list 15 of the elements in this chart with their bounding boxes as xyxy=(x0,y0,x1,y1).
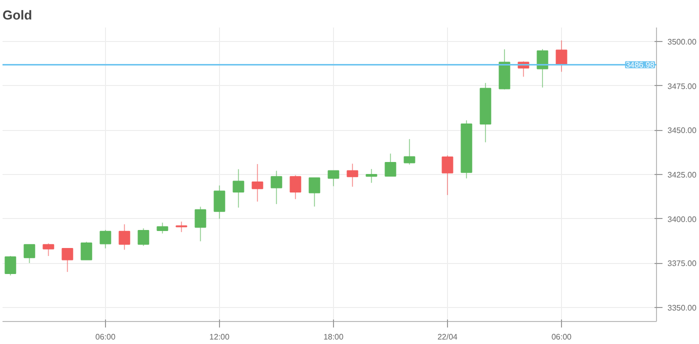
y-tick-label: 3425.00 xyxy=(668,170,697,180)
chart-title: Gold xyxy=(2,8,32,22)
x-tick-label: 06:00 xyxy=(551,332,572,342)
x-tick-label: 12:00 xyxy=(209,332,230,342)
y-tick-label: 3350.00 xyxy=(668,303,697,312)
y-tick-label: 3375.00 xyxy=(668,259,697,268)
x-tick-label: 18:00 xyxy=(323,332,344,342)
ref-line-label: 3486.98 xyxy=(626,60,656,70)
y-tick-label: 3450.00 xyxy=(668,126,697,136)
x-tick-label: 22/04 xyxy=(437,332,458,342)
y-tick-label: 3500.00 xyxy=(668,38,697,47)
y-tick-label: 3475.00 xyxy=(668,82,697,91)
candlestick xyxy=(80,241,92,260)
x-tick-label: 06:00 xyxy=(95,332,116,342)
y-tick-label: 3400.00 xyxy=(668,214,697,224)
